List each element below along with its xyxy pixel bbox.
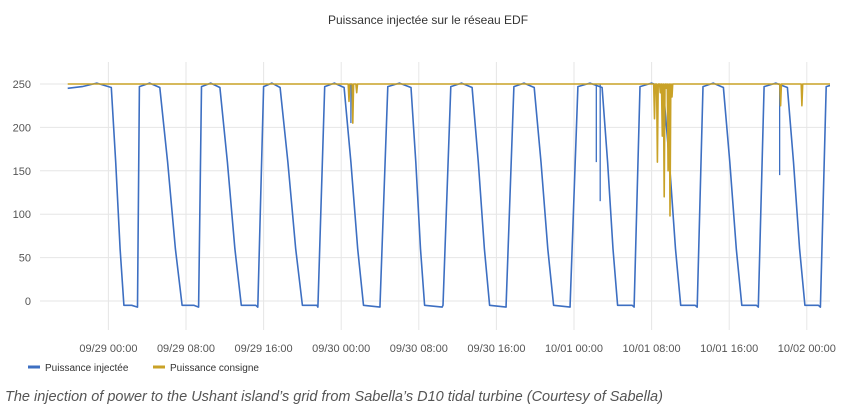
- legend-label-consigne: Puissance consigne: [170, 363, 259, 374]
- legend-label-injectee: Puissance injectée: [45, 363, 129, 374]
- series-line-injectee: [67, 82, 830, 308]
- y-tick-label: 250: [13, 79, 31, 91]
- x-tick-label: 09/30 16:00: [467, 343, 525, 355]
- y-axis-ticks: 0 50 100 150 200 250: [13, 79, 31, 308]
- y-tick-label: 150: [13, 166, 31, 178]
- figure-caption: The injection of power to the Ushant isl…: [5, 389, 663, 405]
- tidal-power-chart: Puissance injectée sur le réseau EDF 0 50…: [13, 13, 836, 374]
- chart-title: Puissance injectée sur le réseau EDF: [328, 13, 528, 27]
- x-tick-label: 10/01 00:00: [545, 343, 603, 355]
- x-tick-label: 10/01 08:00: [623, 343, 681, 355]
- y-tick-label: 50: [19, 253, 31, 265]
- y-tick-label: 100: [13, 209, 31, 221]
- y-tick-label: 200: [13, 122, 31, 134]
- series-lines: [67, 82, 830, 308]
- legend: Puissance injectée Puissance consigne: [28, 363, 259, 374]
- series-line-consigne: [67, 83, 830, 217]
- x-tick-label: 09/30 08:00: [390, 343, 448, 355]
- x-tick-label: 10/02 00:00: [778, 343, 836, 355]
- x-tick-label: 09/29 16:00: [235, 343, 293, 355]
- x-tick-label: 09/29 08:00: [157, 343, 215, 355]
- y-tick-label: 0: [25, 296, 31, 308]
- x-tick-label: 10/01 16:00: [700, 343, 758, 355]
- x-axis-ticks: 09/29 00:00 09/29 08:00 09/29 16:00 09/30 0…: [79, 343, 836, 355]
- x-tick-label: 09/30 00:00: [312, 343, 370, 355]
- gridlines: [40, 62, 830, 330]
- x-tick-label: 09/29 00:00: [79, 343, 137, 355]
